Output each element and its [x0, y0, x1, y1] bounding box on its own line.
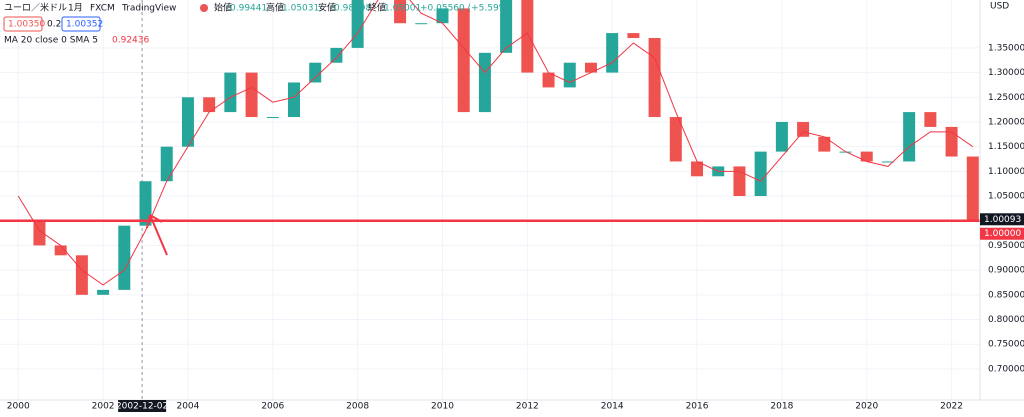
label: 安値 — [318, 2, 336, 14]
x-tick-label: 2006 — [261, 402, 284, 412]
candle-body — [309, 62, 322, 83]
value: 1.05001 — [384, 4, 421, 14]
candle-body — [415, 23, 428, 25]
candle-body — [754, 151, 767, 197]
candle-body — [542, 72, 555, 88]
y-tick-label: 1.20000 — [988, 117, 1024, 127]
label: 終値 — [368, 2, 386, 14]
y-tick-label: 1.10000 — [988, 167, 1024, 177]
candle-body — [394, 0, 407, 24]
candle-body — [521, 0, 534, 73]
candle-body — [139, 181, 152, 226]
candle-body — [627, 33, 640, 39]
y-tick-label: 0.75000 — [988, 340, 1024, 350]
value: 0.98598 — [334, 4, 371, 14]
candle-body — [903, 112, 916, 162]
platform: TradingView — [121, 4, 176, 14]
candle-body — [203, 97, 216, 113]
candle-body — [563, 62, 576, 88]
candle-body — [860, 151, 873, 162]
sell-price[interactable]: 1.00350 — [8, 20, 45, 30]
x-tick-label: 2022 — [940, 402, 963, 412]
plot-area — [0, 0, 980, 400]
candle-body — [775, 121, 788, 152]
candle-body — [330, 47, 343, 63]
arrow-drawing — [146, 214, 168, 256]
last-price-bg — [980, 213, 1024, 226]
candle-body — [224, 72, 237, 113]
value: 0.99441 — [230, 4, 267, 14]
candle-body — [648, 38, 661, 118]
indicator-value: 0.92436 — [112, 36, 149, 46]
y-tick-label: 0.85000 — [988, 290, 1024, 300]
change: +0.05560 (+5.59%) — [420, 4, 511, 14]
x-tick-label: 2008 — [346, 402, 369, 412]
candle-body — [54, 245, 67, 256]
candle-body — [797, 121, 810, 137]
x-tick-label: 2002 — [92, 402, 115, 412]
source: FXCM — [90, 4, 115, 14]
candle-body — [669, 117, 682, 162]
candle-body — [584, 62, 597, 73]
x-tick-label: 2018 — [770, 402, 793, 412]
label: 始値 — [214, 2, 232, 14]
value: 1.05031 — [282, 4, 319, 14]
candle-body — [691, 161, 704, 177]
y-tick-label: 0.90000 — [988, 266, 1024, 276]
candle-body — [478, 52, 491, 113]
candle-body — [288, 82, 300, 118]
hline-label-bg — [980, 227, 1024, 240]
currency: USD — [990, 2, 1009, 12]
y-tick-label: 1.05000 — [988, 192, 1024, 202]
crosshair-label: 2002-12-02 — [116, 402, 168, 412]
y-tick-label: 0.95000 — [988, 241, 1024, 251]
candle-body — [97, 289, 110, 295]
candle-body — [500, 0, 513, 53]
candle-body — [118, 225, 131, 290]
x-tick-label: 2004 — [176, 402, 199, 412]
status-dot — [200, 4, 208, 12]
y-tick-label: 0.70000 — [988, 364, 1024, 374]
x-tick-label: 2014 — [601, 402, 624, 412]
x-tick-label: 2010 — [431, 402, 454, 412]
symbol: ユーロ／米ドル — [4, 2, 67, 14]
y-tick-label: 1.30000 — [988, 68, 1024, 78]
candle-body — [266, 117, 279, 119]
candle-body — [33, 220, 46, 246]
crosshair-label-bg — [118, 400, 167, 412]
hline-label: 1.00000 — [984, 229, 1021, 239]
x-tick-label: 2012 — [516, 402, 539, 412]
sell-button[interactable] — [3, 16, 43, 32]
label: 高値 — [266, 2, 284, 14]
candle-body — [457, 8, 470, 113]
candle-body — [818, 136, 831, 152]
x-tick-label: 2020 — [855, 402, 878, 412]
candle-body — [245, 72, 258, 118]
candle-body — [733, 166, 746, 197]
candle-body — [966, 156, 979, 221]
y-tick-label: 1.15000 — [988, 142, 1024, 152]
indicator-label: MA 20 close 0 SMA 5 — [4, 36, 98, 46]
buy-button[interactable] — [61, 16, 101, 32]
header: ユーロ／米ドル 1月 FXCM TradingView 始値 0.99441 高… — [3, 2, 511, 46]
last-price-label: 1.00093 — [984, 215, 1021, 225]
ma-line — [17, 0, 974, 286]
y-tick-label: 1.25000 — [988, 93, 1024, 103]
interval: 1月 — [68, 3, 83, 14]
y-tick-label: 1.35000 — [988, 43, 1024, 53]
candle-body — [436, 8, 449, 24]
y-tick-label: 0.80000 — [988, 315, 1024, 325]
x-tick-label: 2016 — [686, 402, 709, 412]
x-tick-label: 2000 — [7, 402, 30, 412]
spread: 0.2 — [47, 20, 61, 30]
candle-body — [75, 255, 88, 295]
buy-price[interactable]: 1.00352 — [66, 20, 103, 30]
candle-body — [606, 33, 619, 73]
candle-body — [160, 146, 173, 182]
candle-body — [881, 161, 894, 163]
candle-body — [924, 112, 937, 127]
candle-body — [181, 97, 194, 147]
